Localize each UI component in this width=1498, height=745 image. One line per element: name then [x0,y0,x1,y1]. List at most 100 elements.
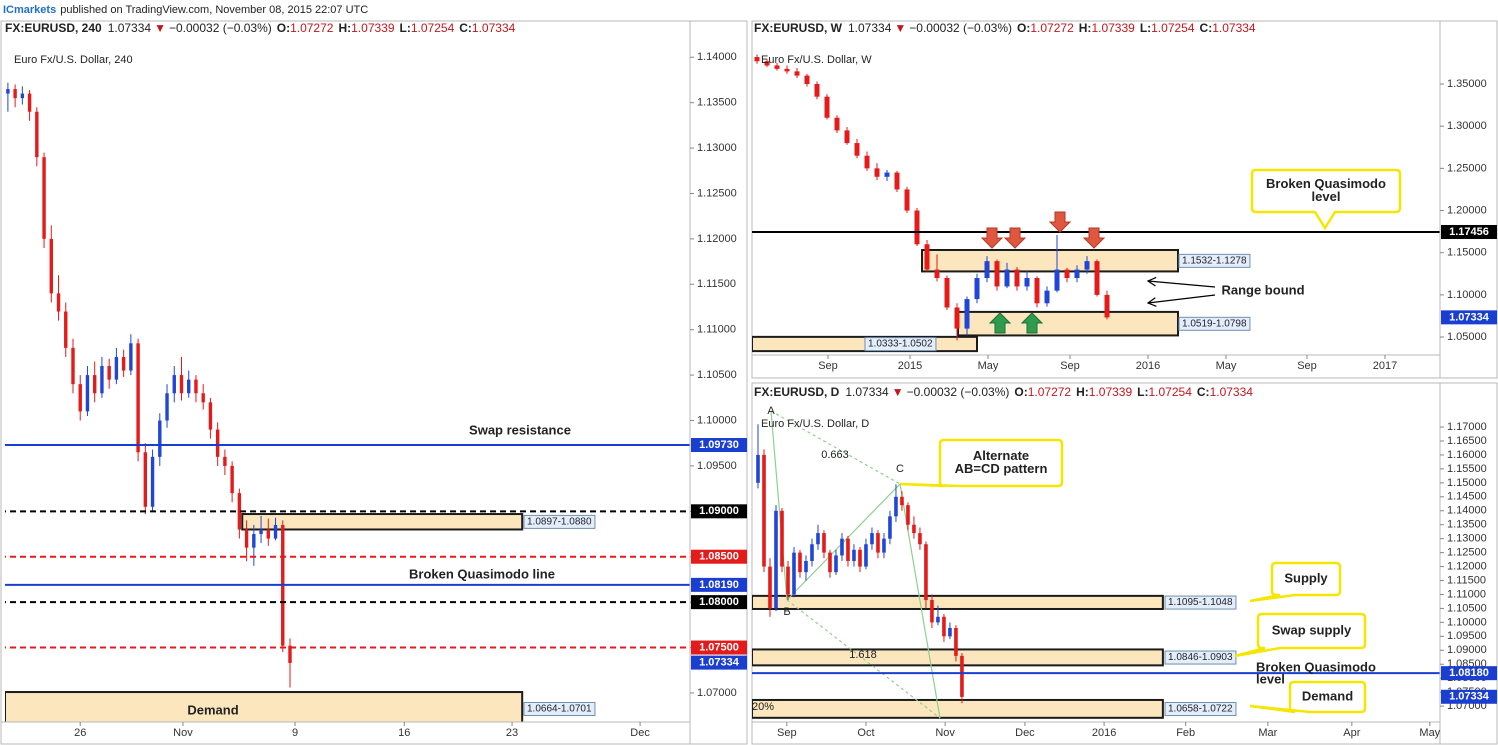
zone-label-group: 1.0664-1.0701 [523,701,596,716]
annotation: Swap resistance [469,422,571,437]
change: −0.00032 (−0.03%) [169,21,272,35]
candle-body [906,505,910,525]
candle-body [888,516,892,539]
candle-body [42,157,46,239]
candle-body [223,456,227,466]
down-marker [1003,227,1027,249]
candle-body [172,375,176,394]
zone-label-box [1178,253,1251,268]
zone-label-box [1164,595,1237,610]
candle-body [774,510,778,609]
candle-body [201,393,205,403]
zone [921,249,1179,273]
y-tick-label: 1.09500 [697,460,737,472]
ohlc-label: C: [459,21,472,35]
zone-label-box [523,514,596,529]
price-label-box [691,577,747,592]
pattern-line [770,410,901,485]
ohlc-label: O: [1014,385,1027,399]
ohlc-value: 1.07334 [472,21,516,35]
callout-box [1250,168,1402,231]
ohlc-value: 1.07339 [1089,385,1133,399]
price-label: 1.08190 [699,579,739,591]
arrow-head [1146,297,1157,307]
candle-body [884,172,890,177]
ohlc-value: 1.07339 [351,21,395,35]
y-tick-label: 1.35000 [1447,78,1487,90]
candle-body [288,645,292,663]
up-marker [1020,312,1044,334]
ohlc-value: 1.07254 [1149,385,1193,399]
x-tick-label: Mar [1258,727,1277,739]
candle-body [804,75,810,85]
zone-label: 1.0664-1.0701 [527,703,592,714]
ohlc-label: L: [1137,385,1148,399]
zone-label-box [1164,702,1237,717]
price-label-box [1441,224,1497,239]
candle-body [924,544,928,601]
candle-body [882,538,886,553]
zone-label: 1.0658-1.0722 [1168,704,1233,715]
zone-label-group: 1.0333-1.0502 [864,337,937,352]
panel-frame [0,20,748,745]
candle-body [964,299,970,329]
candle-body [1044,290,1050,304]
y-tick-label: 1.11500 [697,278,736,290]
brand[interactable]: ICmarkets [3,4,56,16]
header-bar [0,0,1498,20]
y-tick-label: 1.16500 [1447,435,1487,447]
candle-body [179,375,184,394]
zone-label-box [1164,650,1237,665]
ohlc-value: 1.07254 [1151,21,1195,35]
y-tick-label: 1.15500 [1447,463,1487,475]
last-price: 1.07334 [108,21,152,35]
candle-body [794,71,800,76]
y-tick-label: 1.15000 [1447,247,1487,259]
y-tick-label: 1.11000 [1447,588,1486,600]
price-label: 1.09730 [699,439,739,451]
price-label-box [691,504,747,519]
symbol: FX:EURUSD, W [754,21,843,35]
candle-body [259,529,263,535]
candle-body [92,375,97,394]
price-label: 1.08000 [699,596,739,608]
header: ICmarkets published on TradingView.com, N… [3,4,368,16]
candle-body [1034,278,1040,304]
candle-body [912,524,916,534]
candle-body [944,278,950,308]
symbol-info: FX:EURUSD, D 1.07334 ▼ −0.00032 (−0.03%) O:1… [754,385,1253,399]
candle-body [846,538,850,561]
ohlc-label: L: [400,21,411,35]
zone [241,513,524,531]
candle-body [810,544,814,561]
annotation: Range bound [1221,282,1304,297]
candle-body [121,356,126,371]
candle-body [165,393,169,421]
candle-body [768,566,772,609]
candle-body [774,65,780,69]
candle-body [864,155,870,169]
y-tick-label: 1.14000 [1447,505,1487,517]
candle-body [852,549,856,561]
candle-body [64,311,68,348]
y-tick-label: 1.13000 [697,142,737,154]
annotation: 0.663 [821,449,849,461]
pattern-line [770,410,788,601]
y-tick-label: 1.07000 [697,687,737,699]
candle-body [858,549,862,567]
candle-body [934,269,940,278]
ohlc-value: 1.07272 [1030,21,1074,35]
candle-body [870,533,874,545]
x-tick-label: 2016 [1136,360,1160,372]
ohlc-value: 1.07334 [1212,21,1256,35]
y-tick-label: 1.10000 [697,414,737,426]
candle-body [804,560,808,573]
ohlc-label: H: [1079,21,1092,35]
change-arrow: ▼ [894,21,906,35]
x-tick-label: 16 [398,727,410,739]
plot-area [752,410,1440,719]
candle-body [936,616,940,623]
candle-body [894,172,900,190]
callout-text: AB=CD pattern [955,461,1048,476]
price-label: 1.07334 [1449,311,1490,323]
